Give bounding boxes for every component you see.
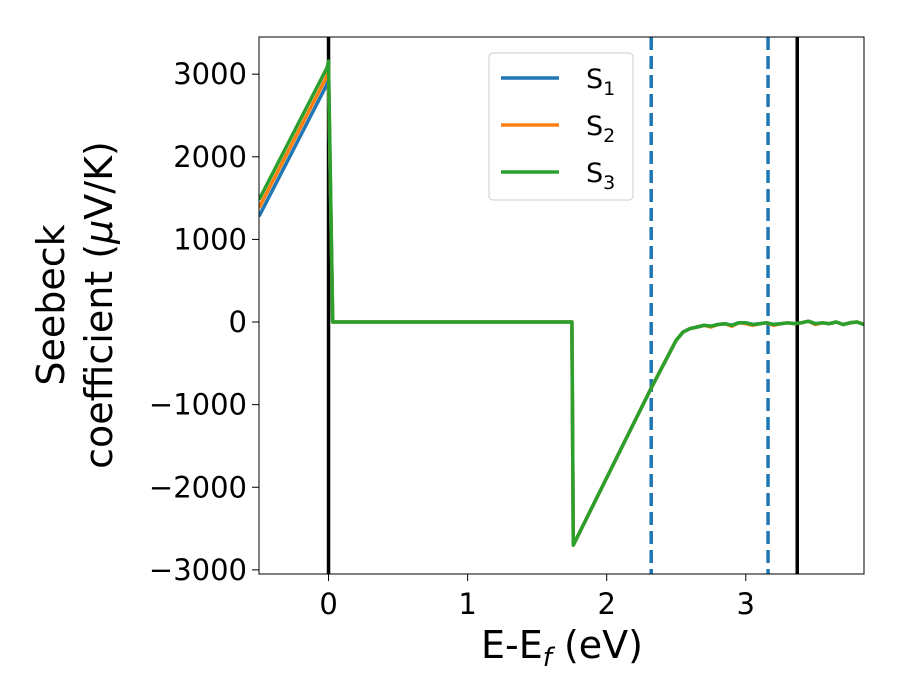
y-tick-label-3: 0 xyxy=(229,305,247,339)
y-axis: −3000 −2000 −1000 0 1000 2000 3000 xyxy=(149,57,259,587)
y-axis-label: Seebeck coefficient (μV/K) xyxy=(29,141,121,469)
y-tick-label-4: 1000 xyxy=(173,222,247,256)
x-tick-label-0: 0 xyxy=(319,587,337,621)
y-tick-label-5: 2000 xyxy=(173,140,247,174)
x-tick-label-2: 2 xyxy=(597,587,615,621)
x-axis: 0 1 2 3 xyxy=(319,574,755,621)
x-tick-label-1: 1 xyxy=(458,587,476,621)
y-tick-label-0: −3000 xyxy=(149,553,247,587)
y-tick-label-6: 3000 xyxy=(173,57,247,91)
x-tick-label-3: 3 xyxy=(737,587,755,621)
y-tick-label-1: −2000 xyxy=(149,470,247,504)
y-axis-label-line1: Seebeck xyxy=(29,224,73,385)
x-axis-label: E-Ef (eV) xyxy=(481,623,643,673)
y-axis-label-line2: coefficient (μV/K) xyxy=(77,141,121,469)
y-tick-label-2: −1000 xyxy=(149,388,247,422)
